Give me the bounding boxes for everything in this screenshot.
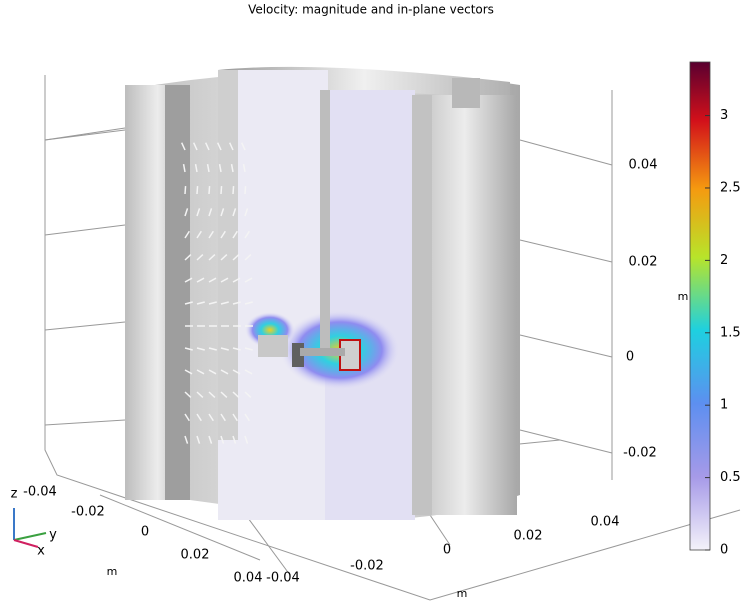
tick-label: 0.02 [629,255,658,270]
triad [14,508,46,547]
plot: Velocity: magnitude and in-plane vectors… [0,0,743,602]
vector [209,186,210,194]
tick-label: 0 [141,525,149,540]
tick-label: 0.02 [514,529,543,544]
tick-label: 0 [443,543,451,558]
tick-label: -0.02 [623,446,657,461]
colorbar [690,62,710,550]
tick-label: -0.04 [23,485,57,500]
triad-label: y [49,528,57,543]
colorbar-label: 3 [720,108,728,123]
tank [125,67,520,520]
triad-label: x [37,544,45,559]
colorbar-label: 0.5 [720,470,741,485]
title: Velocity: magnitude and in-plane vectors [248,3,494,17]
tick-label: 0.02 [181,548,210,563]
axis-unit: m [457,587,468,600]
vector [245,186,246,194]
axis-unit: m [107,565,118,578]
tick-label: 0 [626,350,634,365]
colorbar-label: 0 [720,543,728,558]
colorbar-label: 1.5 [720,325,741,340]
tick-label: 0.04 [591,515,620,530]
tick-label: -0.04 [266,571,300,586]
vector [185,186,186,194]
vector [221,186,222,194]
colorbar-label: 1 [720,398,728,413]
colorbar-unit: m [678,290,689,303]
tick-label: 0.04 [234,571,263,586]
tick-label: -0.02 [350,559,384,574]
tick-label: 0.04 [629,158,658,173]
triad-label: z [11,487,18,502]
tick-label: -0.02 [71,505,105,520]
vector [233,186,234,194]
colorbar-label: 2.5 [720,180,741,195]
colorbar-label: 2 [720,253,728,268]
vector [197,186,198,194]
